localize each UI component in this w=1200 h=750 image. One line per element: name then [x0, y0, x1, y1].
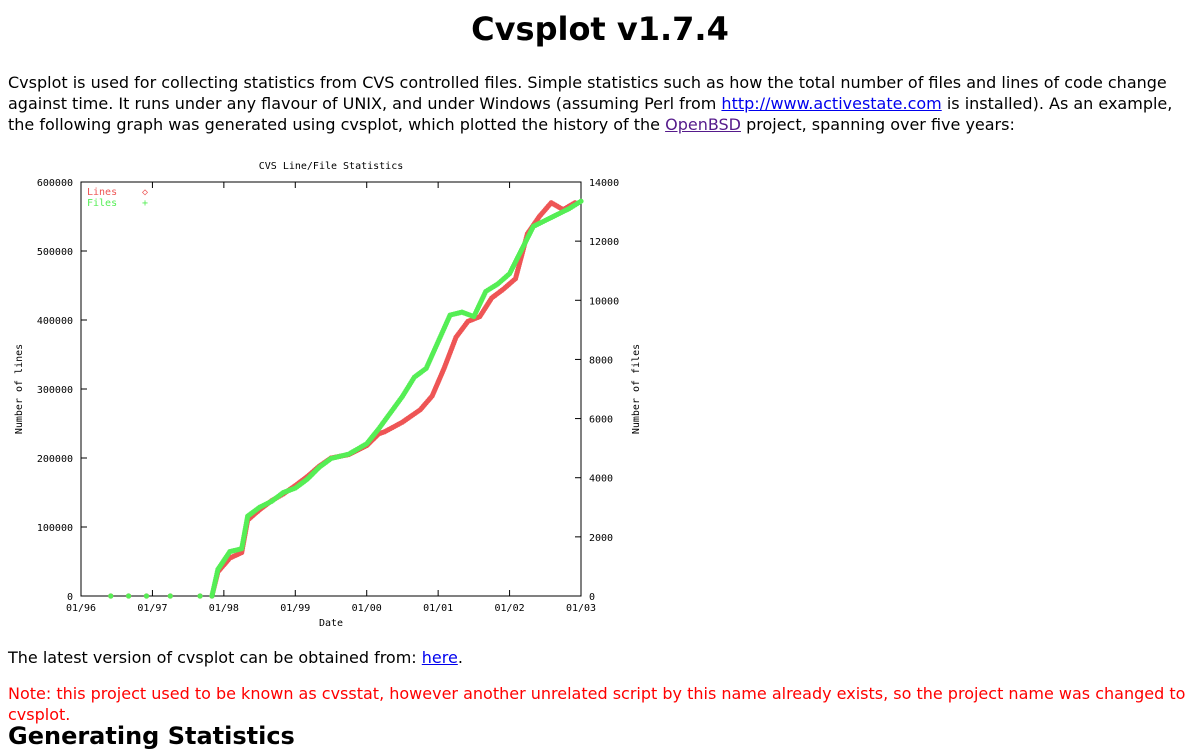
y-tick-label: 0 — [67, 592, 73, 603]
y2-tick-label: 2000 — [589, 533, 613, 544]
lines-series — [108, 200, 578, 599]
intro-text-3: project, spanning over five years: — [741, 115, 1015, 134]
cvs-statistics-chart: CVS Line/File Statistics 01/96 01/97 01/98… — [0, 150, 660, 640]
files-point — [197, 593, 203, 599]
chart-svg: CVS Line/File Statistics 01/96 01/97 01/98… — [14, 161, 642, 629]
y2-tick-label: 0 — [589, 592, 595, 603]
y2-tick-label: 14000 — [589, 178, 619, 189]
files-point — [126, 593, 132, 599]
legend: Lines ◇ Files + — [87, 187, 148, 209]
intro-text-2: is installed). As an example, the follow… — [8, 94, 1173, 134]
x-tick-label: 01/99 — [280, 603, 310, 614]
intro-paragraph: Cvsplot is used for collecting statistic… — [8, 72, 1188, 135]
y-tick-label: 300000 — [37, 385, 73, 396]
legend-files-label: Files — [87, 198, 117, 209]
here-link[interactable]: here — [421, 648, 458, 667]
axis-ticks: 01/96 01/97 01/98 01/99 01/00 01/01 01/02 01/03… — [37, 178, 619, 614]
x-tick-label: 01/01 — [423, 603, 453, 614]
y2-tick-label: 12000 — [589, 237, 619, 248]
latest-text: The latest version of cvsplot can be obt… — [8, 648, 422, 667]
x-tick-label: 01/02 — [495, 603, 525, 614]
y-tick-label: 400000 — [37, 316, 73, 327]
legend-lines-marker: ◇ — [142, 187, 148, 198]
y2-tick-label: 10000 — [589, 296, 619, 307]
plot-frame — [80, 181, 582, 597]
page-title: Cvsplot v1.7.4 — [471, 10, 729, 48]
files-point — [143, 593, 150, 599]
legend-files-marker: + — [142, 198, 148, 209]
y-axis-label: Number of lines — [14, 344, 25, 434]
rename-note: Note: this project used to be known as c… — [8, 684, 1186, 724]
x-tick-label: 01/97 — [137, 603, 167, 614]
latest-version-paragraph: The latest version of cvsplot can be obt… — [8, 647, 463, 668]
y2-tick-label: 4000 — [589, 474, 613, 485]
legend-lines-label: Lines — [87, 187, 117, 198]
files-point — [578, 198, 584, 204]
y2-axis-label: Number of files — [631, 344, 642, 434]
x-axis-label: Date — [319, 618, 343, 629]
activestate-link[interactable]: http://www.activestate.com — [721, 94, 942, 113]
x-tick-label: 01/03 — [566, 603, 596, 614]
openbsd-link[interactable]: OpenBSD — [665, 115, 741, 134]
y-tick-label: 500000 — [37, 247, 73, 258]
y-tick-label: 100000 — [37, 523, 73, 534]
y-tick-label: 200000 — [37, 454, 73, 465]
y2-tick-label: 8000 — [589, 355, 613, 366]
intro-text-1: Cvsplot is used for collecting statistic… — [8, 73, 1167, 113]
files-series — [108, 198, 584, 599]
x-tick-label: 01/00 — [352, 603, 382, 614]
x-tick-label: 01/96 — [66, 603, 96, 614]
files-point — [167, 593, 173, 599]
x-tick-label: 01/98 — [209, 603, 239, 614]
section-heading-generating-statistics: Generating Statistics — [8, 722, 295, 750]
files-point — [108, 593, 114, 599]
y-tick-label: 600000 — [37, 178, 73, 189]
chart-title: CVS Line/File Statistics — [259, 161, 404, 172]
latest-period: . — [457, 648, 463, 667]
y2-tick-label: 6000 — [589, 415, 613, 426]
